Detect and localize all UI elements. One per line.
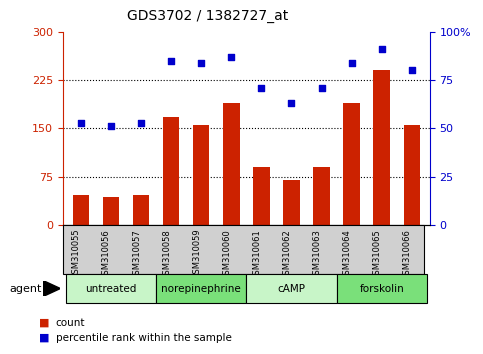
Bar bbox=[343, 103, 360, 225]
Bar bbox=[246, 274, 337, 303]
Point bbox=[318, 85, 326, 91]
Bar bbox=[163, 117, 179, 225]
Text: ■: ■ bbox=[39, 318, 49, 328]
Text: GSM310055: GSM310055 bbox=[72, 229, 81, 279]
Polygon shape bbox=[43, 281, 60, 296]
Point bbox=[77, 120, 85, 125]
Text: cAMP: cAMP bbox=[277, 284, 305, 293]
Bar bbox=[72, 195, 89, 225]
Text: norepinephrine: norepinephrine bbox=[161, 284, 241, 293]
Text: percentile rank within the sample: percentile rank within the sample bbox=[56, 333, 231, 343]
Text: GSM310057: GSM310057 bbox=[132, 229, 141, 280]
Text: GSM310056: GSM310056 bbox=[102, 229, 111, 280]
Text: agent: agent bbox=[10, 284, 42, 293]
Text: GSM310061: GSM310061 bbox=[253, 229, 261, 280]
Point bbox=[198, 60, 205, 65]
Text: GSM310064: GSM310064 bbox=[342, 229, 352, 280]
Point bbox=[137, 120, 145, 125]
Bar bbox=[373, 70, 390, 225]
Text: GSM310058: GSM310058 bbox=[162, 229, 171, 280]
Bar bbox=[193, 125, 210, 225]
Point bbox=[348, 60, 355, 65]
Text: forskolin: forskolin bbox=[359, 284, 404, 293]
Bar bbox=[223, 103, 240, 225]
Point bbox=[167, 58, 175, 64]
Text: GSM310059: GSM310059 bbox=[192, 229, 201, 279]
Text: GDS3702 / 1382727_at: GDS3702 / 1382727_at bbox=[127, 9, 288, 23]
Bar bbox=[283, 180, 300, 225]
Bar bbox=[66, 274, 156, 303]
Text: count: count bbox=[56, 318, 85, 328]
Text: untreated: untreated bbox=[85, 284, 137, 293]
Bar bbox=[103, 197, 119, 225]
Text: ■: ■ bbox=[39, 333, 49, 343]
Point bbox=[227, 54, 235, 60]
Text: GSM310063: GSM310063 bbox=[313, 229, 322, 280]
Point bbox=[107, 124, 115, 129]
Text: GSM310066: GSM310066 bbox=[403, 229, 412, 280]
Point bbox=[378, 46, 385, 52]
Bar bbox=[133, 195, 149, 225]
Bar bbox=[337, 274, 427, 303]
Bar bbox=[313, 167, 330, 225]
Point bbox=[287, 101, 295, 106]
Bar bbox=[403, 125, 420, 225]
Text: GSM310060: GSM310060 bbox=[222, 229, 231, 280]
Point bbox=[257, 85, 265, 91]
Bar bbox=[253, 167, 270, 225]
Text: GSM310062: GSM310062 bbox=[283, 229, 291, 280]
Bar bbox=[156, 274, 246, 303]
Text: GSM310065: GSM310065 bbox=[373, 229, 382, 280]
Point bbox=[408, 68, 416, 73]
